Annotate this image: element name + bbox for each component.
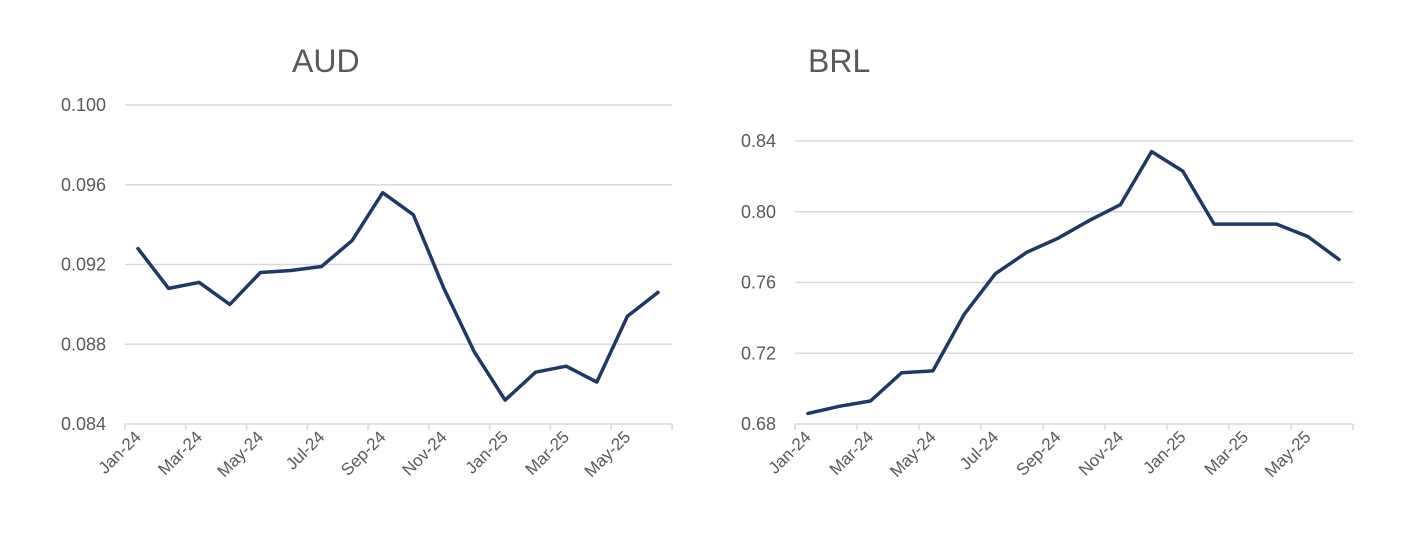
aud-y-tick-label: 0.092 bbox=[61, 255, 106, 275]
brl-chart-title: BRL bbox=[808, 43, 870, 79]
aud-x-tick-label: Sep-24 bbox=[337, 427, 389, 479]
aud-x-tick-label: Mar-24 bbox=[154, 427, 206, 479]
brl-x-tick-label: Mar-24 bbox=[826, 427, 878, 479]
aud-y-tick-label: 0.100 bbox=[61, 95, 106, 115]
brl-x-tick-label: Sep-24 bbox=[1013, 427, 1065, 479]
brl-x-tick-label: Mar-25 bbox=[1201, 427, 1253, 479]
aud-chart-title: AUD bbox=[292, 43, 360, 79]
brl-y-tick-label: 0.80 bbox=[741, 202, 776, 222]
brl-y-tick-label: 0.76 bbox=[741, 273, 776, 293]
brl-x-tick-label: Jan-24 bbox=[765, 427, 815, 477]
brl-y-tick-label: 0.84 bbox=[741, 131, 776, 151]
aud-y-tick-label: 0.096 bbox=[61, 175, 106, 195]
brl-x-tick-label: Nov-24 bbox=[1075, 427, 1127, 479]
brl-x-tick-label: May-25 bbox=[1261, 427, 1315, 481]
aud-x-tick-label: Jan-24 bbox=[95, 427, 145, 477]
aud-series-line bbox=[136, 190, 660, 402]
chart-aud: AUD 0.084 0.088 0.092 0.096 0.100 Jan-24 Mar-24… bbox=[61, 43, 673, 481]
brl-x-tick-label: Jan-25 bbox=[1139, 427, 1189, 477]
aud-y-tick-label: 0.088 bbox=[61, 334, 106, 354]
brl-series-line bbox=[806, 149, 1341, 416]
aud-x-tick-label: May-24 bbox=[214, 427, 268, 481]
aud-x-tick-label: Nov-24 bbox=[399, 427, 451, 479]
aud-x-tick-label: May-25 bbox=[581, 427, 635, 481]
brl-y-tick-label: 0.72 bbox=[741, 343, 776, 363]
aud-x-tick-label: Jan-25 bbox=[462, 427, 512, 477]
aud-x-tick-label: Jul-24 bbox=[282, 427, 328, 473]
aud-y-tick-label: 0.084 bbox=[61, 414, 106, 434]
brl-x-tick-label: Jul-24 bbox=[956, 427, 1002, 473]
brl-y-tick-label: 0.68 bbox=[741, 414, 776, 434]
aud-x-tick-label: Mar-25 bbox=[522, 427, 574, 479]
brl-x-tick-label: May-24 bbox=[886, 427, 940, 481]
